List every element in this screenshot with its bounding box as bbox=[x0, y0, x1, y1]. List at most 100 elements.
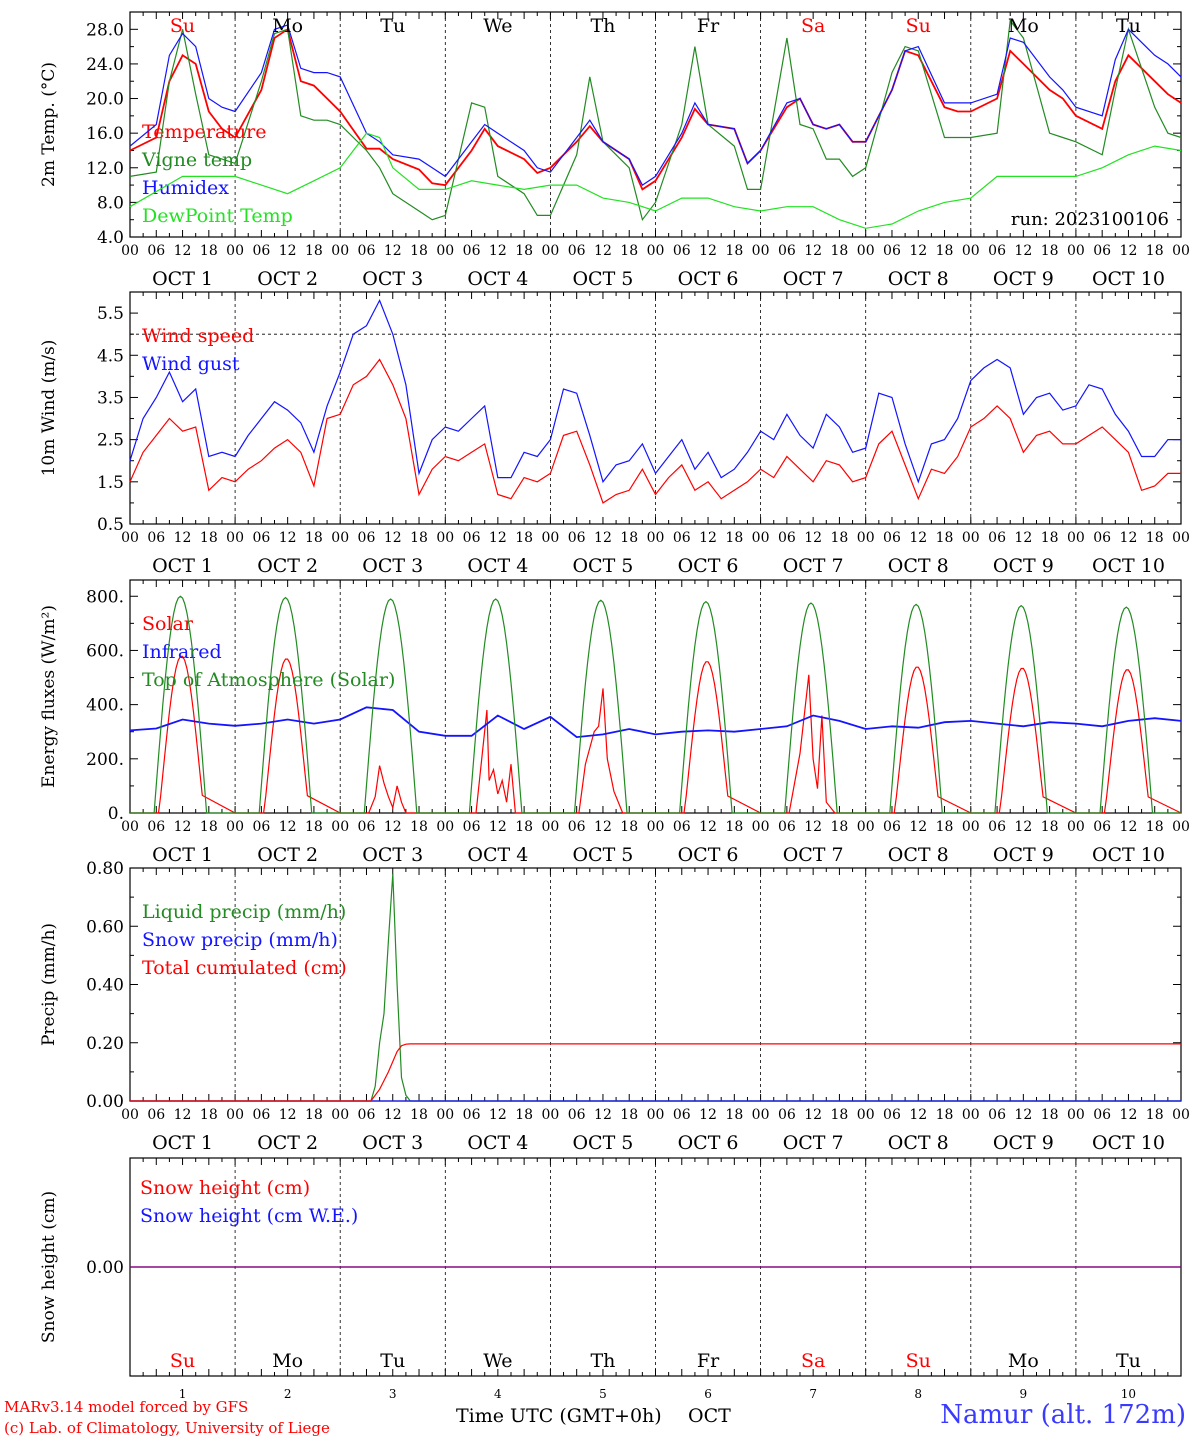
hour-tick-label: 18 bbox=[200, 530, 218, 546]
hour-tick-label: 18 bbox=[305, 243, 323, 259]
hour-tick-label: 12 bbox=[384, 819, 402, 835]
legend-entry: Vigne temp bbox=[141, 149, 252, 171]
hour-tick-label: 18 bbox=[1146, 530, 1164, 546]
hour-tick-label: 00 bbox=[752, 819, 770, 835]
hour-tick-label: 18 bbox=[410, 530, 428, 546]
hour-tick-label: 00 bbox=[752, 1107, 770, 1123]
hour-tick-label: 00 bbox=[121, 1107, 139, 1123]
date-label: OCT 2 bbox=[257, 844, 318, 866]
hour-tick-label: 06 bbox=[883, 1107, 901, 1123]
date-label: OCT 6 bbox=[678, 268, 739, 290]
day-name-label: Su bbox=[170, 1350, 195, 1372]
hour-tick-label: 12 bbox=[804, 530, 822, 546]
hour-tick-label: 18 bbox=[725, 530, 743, 546]
y-tick-label: 28.0 bbox=[86, 20, 124, 40]
hour-tick-label: 06 bbox=[1093, 1107, 1111, 1123]
hour-tick-label: 12 bbox=[384, 530, 402, 546]
hour-tick-label: 06 bbox=[463, 530, 481, 546]
hour-tick-label: 06 bbox=[988, 243, 1006, 259]
hour-tick-label: 00 bbox=[331, 819, 349, 835]
date-label: OCT 4 bbox=[467, 268, 528, 290]
hour-tick-label: 06 bbox=[252, 243, 270, 259]
date-label: OCT 2 bbox=[257, 555, 318, 577]
hour-tick-label: 00 bbox=[647, 819, 665, 835]
y-tick-label: 0.00 bbox=[86, 1258, 124, 1278]
y-axis-label: Precip (mm/h) bbox=[39, 923, 59, 1046]
hour-tick-label: 06 bbox=[883, 530, 901, 546]
hour-tick-label: 06 bbox=[673, 243, 691, 259]
hour-tick-label: 12 bbox=[279, 819, 297, 835]
series-line bbox=[129, 24, 1182, 186]
date-label: OCT 10 bbox=[1092, 844, 1165, 866]
hour-tick-label: 00 bbox=[436, 530, 454, 546]
date-label: OCT 6 bbox=[678, 555, 739, 577]
hour-tick-label: 18 bbox=[831, 819, 849, 835]
legend-entry: Top of Atmosphere (Solar) bbox=[142, 669, 395, 691]
hour-tick-label: 18 bbox=[410, 243, 428, 259]
day-name-label: Su bbox=[906, 15, 931, 37]
date-label: OCT 1 bbox=[152, 555, 213, 577]
legend-entry: Snow height (cm) bbox=[140, 1177, 310, 1199]
series-line bbox=[129, 132, 1182, 229]
day-name-label: Sa bbox=[801, 15, 825, 37]
hour-tick-label: 00 bbox=[436, 1107, 454, 1123]
hour-tick-label: 12 bbox=[489, 819, 507, 835]
hour-tick-label: 12 bbox=[909, 530, 927, 546]
hour-tick-label: 18 bbox=[515, 243, 533, 259]
hour-tick-label: 12 bbox=[279, 530, 297, 546]
station-name: Namur (alt. 172m) bbox=[940, 1400, 1186, 1430]
hour-tick-label: 12 bbox=[174, 819, 192, 835]
date-label: OCT 3 bbox=[362, 1132, 423, 1154]
hour-tick-label: 12 bbox=[1014, 243, 1032, 259]
hour-tick-label: 06 bbox=[568, 819, 586, 835]
lab-credit: (c) Lab. of Climatology, University of L… bbox=[4, 1419, 330, 1437]
day-name-label: Su bbox=[906, 1350, 931, 1372]
date-label: OCT 4 bbox=[467, 555, 528, 577]
day-name-label: Fr bbox=[697, 15, 720, 37]
day-number-label: 4 bbox=[494, 1387, 502, 1401]
hour-tick-label: 00 bbox=[962, 819, 980, 835]
hour-tick-label: 12 bbox=[1120, 819, 1138, 835]
hour-tick-label: 18 bbox=[1041, 530, 1059, 546]
hour-tick-label: 18 bbox=[936, 243, 954, 259]
hour-tick-label: 00 bbox=[121, 530, 139, 546]
hour-tick-label: 12 bbox=[279, 243, 297, 259]
hour-tick-label: 12 bbox=[174, 1107, 192, 1123]
hour-tick-label: 12 bbox=[489, 243, 507, 259]
day-number-label: 8 bbox=[914, 1387, 922, 1401]
hour-tick-label: 06 bbox=[1093, 530, 1111, 546]
hour-tick-label: 00 bbox=[226, 530, 244, 546]
hour-tick-label: 06 bbox=[252, 819, 270, 835]
day-number-label: 9 bbox=[1020, 1387, 1028, 1401]
day-name-label: Fr bbox=[697, 1350, 720, 1372]
legend-entry: Wind speed bbox=[142, 325, 254, 347]
day-number-label: 2 bbox=[284, 1387, 292, 1401]
y-tick-label: 0.80 bbox=[86, 859, 124, 879]
hour-tick-label: 06 bbox=[568, 243, 586, 259]
legend-entry: Snow precip (mm/h) bbox=[142, 929, 338, 951]
date-label: OCT 1 bbox=[152, 1132, 213, 1154]
hour-tick-label: 12 bbox=[174, 530, 192, 546]
y-tick-label: 4.5 bbox=[97, 346, 124, 366]
hour-tick-label: 12 bbox=[174, 243, 192, 259]
hour-tick-label: 12 bbox=[1120, 530, 1138, 546]
hour-tick-label: 12 bbox=[384, 1107, 402, 1123]
hour-tick-label: 06 bbox=[568, 530, 586, 546]
date-label: OCT 7 bbox=[783, 268, 844, 290]
y-tick-label: 400. bbox=[86, 696, 124, 716]
date-label: OCT 2 bbox=[257, 1132, 318, 1154]
hour-tick-label: 12 bbox=[594, 243, 612, 259]
hour-tick-label: 00 bbox=[962, 1107, 980, 1123]
legend-entry: Total cumulated (cm) bbox=[142, 957, 347, 979]
hour-tick-label: 06 bbox=[778, 530, 796, 546]
hour-tick-label: 06 bbox=[988, 1107, 1006, 1123]
date-label: OCT 3 bbox=[362, 844, 423, 866]
y-tick-label: 1.5 bbox=[97, 473, 124, 493]
hour-tick-label: 00 bbox=[857, 243, 875, 259]
hour-tick-label: 12 bbox=[489, 1107, 507, 1123]
day-name-label: Tu bbox=[1116, 15, 1141, 37]
date-label: OCT 4 bbox=[467, 1132, 528, 1154]
date-label: OCT 10 bbox=[1092, 268, 1165, 290]
legend-entry: Liquid precip (mm/h) bbox=[142, 901, 346, 923]
hour-tick-label: 06 bbox=[358, 530, 376, 546]
